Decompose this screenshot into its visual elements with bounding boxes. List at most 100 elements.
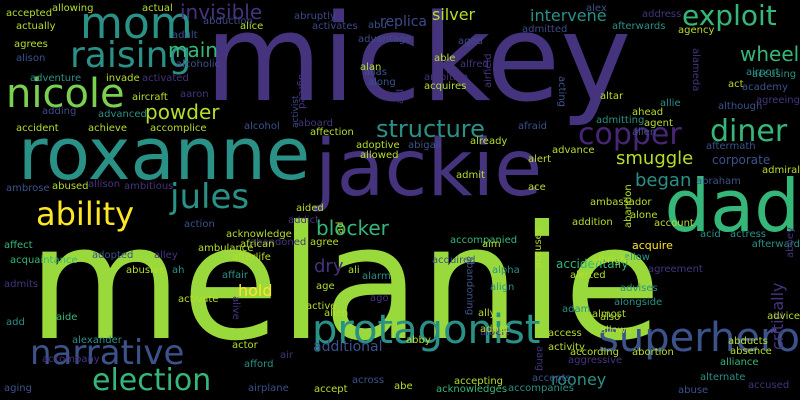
cloud-word: acquire (632, 239, 673, 252)
cloud-word: adventure (30, 73, 82, 84)
cloud-word: advance (552, 145, 595, 156)
cloud-word: abused (52, 181, 89, 192)
cloud-word: dad (664, 164, 800, 248)
cloud-word: along (368, 77, 396, 88)
cloud-word: academy (742, 82, 788, 93)
cloud-word: agent (644, 118, 673, 129)
cloud-word: alliance (720, 357, 759, 368)
cloud-word: advises (620, 283, 658, 294)
cloud-word: ambrose (6, 183, 50, 194)
cloud-word: aaron (180, 89, 209, 100)
cloud-word: hold (238, 281, 273, 300)
cloud-word: admiral (761, 165, 800, 176)
cloud-word: agree (310, 237, 339, 248)
cloud-word: admitted (522, 24, 568, 35)
cloud-word: abbey (785, 227, 796, 258)
cloud-word: advice (767, 311, 800, 322)
cloud-word: aid (395, 88, 406, 104)
cloud-word: altar (600, 91, 624, 102)
cloud-word: election (92, 363, 212, 398)
cloud-word: main (168, 38, 218, 62)
cloud-word: afford (244, 359, 274, 370)
cloud-word: align (490, 282, 515, 293)
cloud-word: alice (240, 21, 264, 32)
cloud-word: advantage (358, 34, 412, 45)
cloud-word: aging (4, 383, 32, 394)
cloud-word: act (728, 79, 744, 90)
cloud-word: accepted (6, 8, 53, 19)
cloud-word: almost (592, 309, 626, 320)
cloud-word: adult (172, 30, 198, 41)
cloud-word: advanced (98, 109, 147, 120)
cloud-word: aircraft (132, 92, 168, 103)
cloud-word: age (316, 281, 335, 292)
cloud-word: across (352, 375, 385, 386)
cloud-word: ally (478, 308, 496, 319)
cloud-word: abruptly (294, 11, 336, 22)
cloud-word: abe (394, 381, 413, 392)
cloud-word: albright (592, 255, 631, 266)
cloud-word: alfred (460, 59, 489, 70)
cloud-word: ambulance (198, 243, 254, 254)
cloud-word: abu (368, 20, 387, 31)
cloud-word: alert (528, 154, 552, 165)
cloud-word: abigail (408, 140, 442, 151)
cloud-word: achieve (88, 123, 127, 134)
cloud-word: agreement (648, 264, 703, 275)
cloud-word: add (6, 317, 25, 328)
cloud-word: silver (432, 5, 476, 24)
cloud-word: ability (36, 195, 135, 233)
cloud-word: afraid (518, 121, 548, 132)
cloud-word: ambassador (590, 197, 652, 208)
cloud-word: adding (42, 106, 77, 117)
cloud-word: alias (364, 67, 388, 78)
cloud-word: invade (106, 73, 140, 84)
cloud-word: admit (456, 170, 485, 181)
cloud-word: ahead (632, 107, 664, 118)
cloud-word: exploit (682, 0, 777, 32)
cloud-word: accuses (533, 227, 544, 268)
cloud-word: began (635, 170, 692, 191)
cloud-word: according (570, 347, 619, 358)
cloud-word: allows (600, 325, 632, 336)
cloud-word: accompanied (450, 235, 518, 246)
cloud-word: intervene (530, 6, 607, 25)
cloud-word: afterwards (612, 21, 666, 32)
cloud-word: jules (170, 177, 250, 217)
cloud-word: aggressive (568, 355, 623, 366)
cloud-word: alarm (362, 271, 391, 282)
cloud-word: ago (370, 293, 389, 304)
cloud-word: afterward (751, 239, 800, 250)
cloud-word: abandoned (250, 237, 307, 248)
cloud-word: account (654, 218, 694, 229)
cloud-word: accused (748, 380, 790, 391)
cloud-word: raising (70, 35, 192, 76)
cloud-word: airport (746, 67, 780, 78)
cloud-word: accusing (752, 69, 797, 80)
cloud-word: additional (313, 339, 383, 355)
cloud-word: aided (296, 203, 324, 214)
cloud-word: able (434, 53, 456, 64)
cloud-word: alongside (614, 297, 663, 308)
cloud-word: alameda (690, 48, 701, 92)
cloud-word: aftermath (706, 141, 756, 152)
cloud-word: abuse (678, 385, 709, 396)
cloud-word: alerted (570, 270, 606, 281)
cloud-word: accept (314, 384, 348, 395)
cloud-word: acquaintance (10, 255, 78, 266)
cloud-word: agreeing (755, 95, 800, 106)
cloud-word: abby (406, 335, 431, 346)
cloud-word: melanie (28, 192, 662, 376)
cloud-word: affair (222, 270, 249, 281)
cloud-word: addict (288, 215, 320, 226)
cloud-word: allow (624, 252, 650, 263)
cloud-word: absence (730, 346, 772, 357)
cloud-word: accepts (532, 373, 571, 384)
cloud-word: action (184, 219, 215, 230)
cloud-word: adoptive (356, 140, 400, 151)
cloud-word: activate (178, 294, 219, 305)
cloud-word: copper (578, 117, 682, 152)
cloud-word: replica (380, 14, 428, 30)
cloud-word: african (240, 239, 275, 250)
